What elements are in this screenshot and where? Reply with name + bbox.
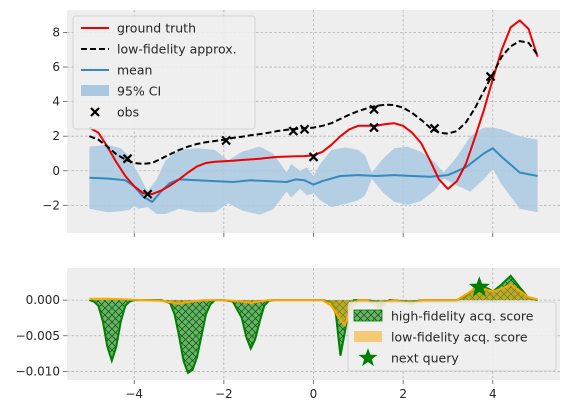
top-y-tick-label: 4 (52, 95, 60, 109)
top-legend-label: mean (117, 63, 152, 78)
bottom-y-tick-label: −0.005 (16, 329, 60, 343)
bottom-x-tick-label: 2 (399, 387, 407, 401)
bottom-legend-handle (354, 310, 382, 321)
bottom-x-tick-label: 0 (310, 387, 318, 401)
bottom-x-tick-label: −4 (125, 387, 143, 401)
top-legend: ground truth low-fidelity approx. mean 95% … (73, 16, 255, 129)
top-axes: −2 0 2 4 6 8 ground truth low-fidelity approx. m… (42, 10, 560, 237)
top-y-tick-label: 0 (52, 164, 60, 178)
top-legend-label: obs (117, 105, 139, 120)
bottom-x-tick-label: −2 (215, 387, 233, 401)
top-legend-label: 95% CI (117, 84, 161, 99)
bottom-legend: high-fidelity acq. score low-fidelity acq… (348, 302, 556, 371)
bottom-y-tick-label: −0.010 (16, 364, 60, 378)
top-y-tick-label: 6 (52, 60, 60, 74)
bottom-legend-handle (354, 331, 382, 342)
bottom-axes: −4 −2 0 2 4 0.000 −0.005 −0.010 high-fidelity ac… (16, 268, 560, 401)
bottom-y-tick-label: 0.000 (26, 293, 60, 307)
top-legend-label: low-fidelity approx. (117, 42, 237, 57)
bottom-legend-label: high-fidelity acq. score (391, 309, 534, 324)
bottom-legend-label: next query (391, 351, 459, 366)
top-legend-handle (81, 85, 109, 96)
top-y-tick-label: −2 (42, 198, 60, 212)
top-y-tick-label: 8 (52, 25, 60, 39)
bottom-x-tick-label: 4 (489, 387, 497, 401)
top-legend-label: ground truth (117, 21, 196, 36)
top-y-tick-label: 2 (52, 129, 60, 143)
bottom-legend-label: low-fidelity acq. score (391, 330, 528, 345)
